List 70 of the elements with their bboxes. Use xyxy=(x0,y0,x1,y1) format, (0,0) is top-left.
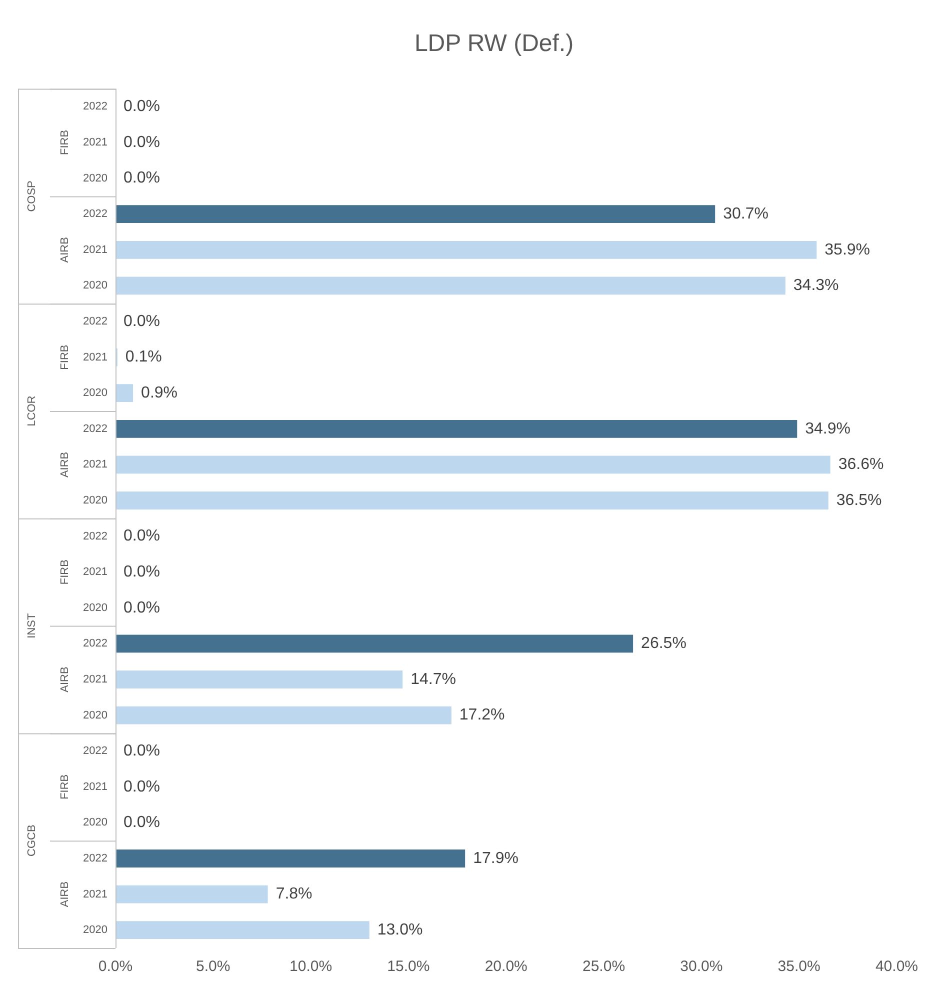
text: AIRB xyxy=(59,452,72,478)
data-label: 0.0% xyxy=(123,814,160,832)
y-tick-label: 2022 xyxy=(82,530,108,542)
data-label: 0.0% xyxy=(123,778,160,796)
y-tick-label: 2020 xyxy=(82,816,108,829)
y-tick-label: 2020 xyxy=(82,280,108,292)
text: INST xyxy=(26,612,38,638)
y-tick-label: 2020 xyxy=(82,494,108,507)
x-tick-label: 40.0% xyxy=(875,958,918,976)
data-label: 7.8% xyxy=(276,886,312,903)
text: AIRB xyxy=(59,237,72,263)
text: AIRB xyxy=(59,881,72,908)
data-label: 13.0% xyxy=(377,922,423,939)
y-tick-label: 2021 xyxy=(82,351,108,364)
data-label: 14.7% xyxy=(410,670,456,688)
y-tick-label: 2022 xyxy=(82,208,108,220)
y-tick-label: 2021 xyxy=(82,458,108,471)
y-tick-label: 2022 xyxy=(82,422,108,435)
x-tick-label: 15.0% xyxy=(387,958,430,976)
text: FIRB xyxy=(59,344,72,370)
data-label: 26.5% xyxy=(641,635,686,652)
y-tick-label: 2021 xyxy=(82,566,108,578)
x-tick-label: 5.0% xyxy=(196,958,230,976)
data-label: 0.0% xyxy=(123,312,160,330)
text: LCOR xyxy=(26,396,38,426)
y-tick-label: 2021 xyxy=(82,136,108,149)
data-label: 0.0% xyxy=(123,742,160,760)
y-tick-label: 2022 xyxy=(82,745,108,758)
data-label: 17.9% xyxy=(473,850,518,867)
data-label: 35.9% xyxy=(824,241,870,258)
x-tick-label: 10.0% xyxy=(290,958,332,976)
x-tick-label: 30.0% xyxy=(680,958,723,976)
text: AIRB xyxy=(59,666,72,692)
text: FIRB xyxy=(59,774,72,800)
data-label: 0.9% xyxy=(141,384,178,402)
data-label: 0.0% xyxy=(123,170,160,187)
chart-title: LDP RW (Def.) xyxy=(414,30,574,58)
text: CGCB xyxy=(26,824,38,856)
data-label: 0.1% xyxy=(125,348,162,366)
y-tick-label: 2022 xyxy=(82,638,108,650)
data-label: 30.7% xyxy=(723,206,768,223)
x-tick-label: 25.0% xyxy=(582,958,626,976)
y-tick-label: 2021 xyxy=(82,244,108,256)
y-tick-label: 2020 xyxy=(82,709,108,722)
y-tick-label: 2022 xyxy=(82,852,108,865)
x-tick-label: 0.0% xyxy=(98,958,133,976)
y-tick-label: 2020 xyxy=(82,924,108,936)
data-label: 17.2% xyxy=(459,706,505,724)
data-label: 0.0% xyxy=(123,98,160,116)
data-label: 0.0% xyxy=(123,528,160,545)
data-label: 34.3% xyxy=(793,277,839,294)
y-tick-label: 2022 xyxy=(82,316,108,328)
y-tick-label: 2021 xyxy=(82,888,108,900)
y-tick-label: 2021 xyxy=(82,780,108,793)
y-tick-label: 2021 xyxy=(82,674,108,686)
data-label: 0.0% xyxy=(123,564,160,581)
data-label: 36.6% xyxy=(838,456,884,474)
text: COSP xyxy=(26,180,38,212)
data-label: 34.9% xyxy=(805,420,850,438)
x-tick-label: 20.0% xyxy=(484,958,528,976)
y-tick-label: 2020 xyxy=(82,602,108,614)
text: FIRB xyxy=(59,560,72,585)
data-label: 0.0% xyxy=(123,134,160,151)
data-label: 36.5% xyxy=(836,492,882,509)
y-tick-label: 2020 xyxy=(82,172,108,184)
y-tick-label: 2020 xyxy=(82,387,108,400)
x-tick-label: 35.0% xyxy=(778,958,820,976)
text: FIRB xyxy=(59,130,72,156)
data-label: 0.0% xyxy=(123,599,160,616)
y-tick-label: 2022 xyxy=(82,100,108,113)
